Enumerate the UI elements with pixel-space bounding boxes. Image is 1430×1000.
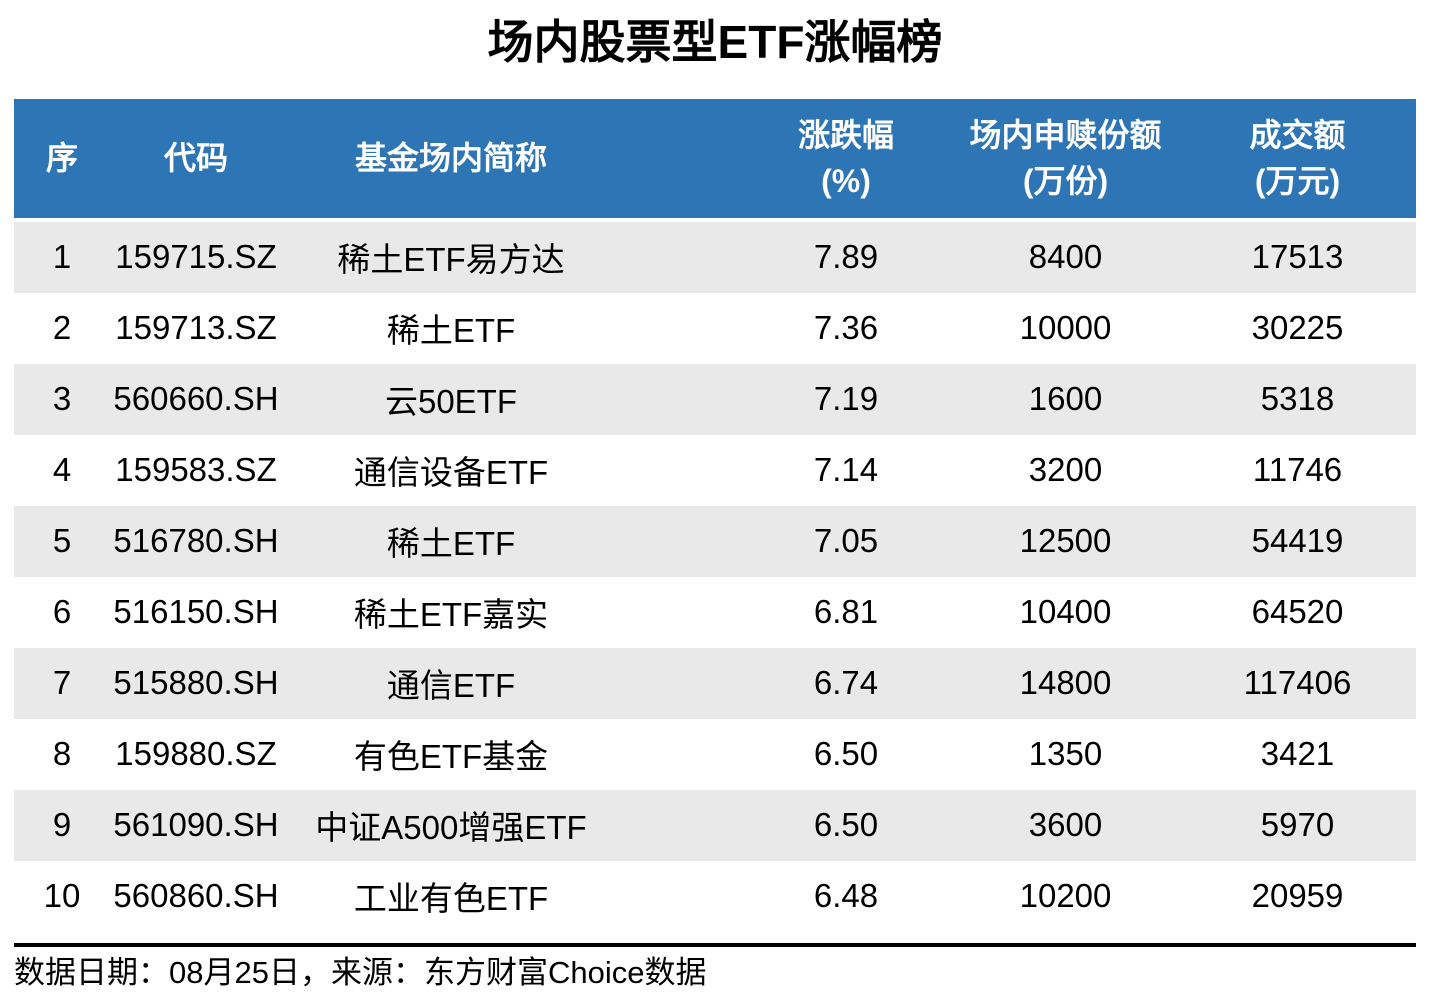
cell-change-pct: 6.50 (813, 735, 879, 773)
cell-fund-name: 通信设备ETF (353, 454, 549, 492)
table-row: 9 561090.SH 中证A500增强ETF 6.50 3600 5970 (14, 789, 1416, 861)
cell-fund-name: 稀土ETF易方达 (337, 241, 565, 279)
cell-fund-name: 云50ETF (384, 383, 518, 421)
header-seq-label: 序 (45, 140, 78, 177)
cell-code: 515880.SH (113, 664, 279, 702)
header-seq: 序 (14, 98, 110, 222)
cell-change-pct: 7.36 (813, 309, 879, 347)
cell-change-pct: 7.14 (813, 451, 879, 489)
cell-shares: 14800 (1019, 664, 1112, 702)
cell-turnover: 54419 (1251, 522, 1344, 560)
cell-seq: 2 (52, 309, 72, 347)
header-shares-unit: (万份) (1022, 163, 1109, 200)
header-turnover: 成交额 (万元) (1179, 98, 1416, 222)
cell-turnover: 117406 (1243, 664, 1352, 702)
cell-turnover: 64520 (1251, 593, 1344, 631)
cell-turnover: 20959 (1251, 877, 1344, 915)
cell-code: 560660.SH (113, 380, 279, 418)
table-row: 1 159715.SZ 稀土ETF易方达 7.89 8400 17513 (14, 219, 1416, 293)
cell-turnover: 11746 (1252, 451, 1343, 489)
cell-shares: 1350 (1028, 735, 1103, 773)
header-shares: 场内申赎份额 (万份) (952, 98, 1179, 222)
cell-code: 159715.SZ (115, 238, 277, 276)
footer: 数据日期：08月25日，来源：东方财富Choice数据 (14, 942, 1416, 991)
cell-seq: 8 (52, 735, 72, 773)
cell-fund-name: 稀土ETF (386, 525, 516, 563)
cell-fund-name: 中证A500增强ETF (315, 809, 587, 847)
table-row: 6 516150.SH 稀土ETF嘉实 6.81 10400 64520 (14, 576, 1416, 648)
cell-turnover: 3421 (1260, 735, 1335, 773)
cell-code: 159880.SZ (115, 735, 277, 773)
cell-turnover: 30225 (1251, 309, 1344, 347)
cell-change-pct: 6.81 (813, 593, 879, 631)
cell-change-pct: 7.89 (813, 238, 879, 276)
cell-change-pct: 7.05 (813, 522, 879, 560)
cell-fund-name: 稀土ETF嘉实 (353, 596, 549, 634)
cell-code: 561090.SH (113, 806, 279, 844)
cell-seq: 4 (52, 451, 72, 489)
table-body: 1 159715.SZ 稀土ETF易方达 7.89 8400 17513 2 159713.S… (14, 219, 1416, 932)
cell-shares: 3200 (1028, 451, 1103, 489)
header-fund-name-label: 基金场内简称 (354, 140, 547, 177)
cell-turnover: 17513 (1251, 238, 1344, 276)
header-change-pct-label: 涨跌幅 (797, 117, 894, 153)
data-source-note: 数据日期：08月25日，来源：东方财富Choice数据 (14, 954, 707, 990)
cell-fund-name: 工业有色ETF (353, 880, 549, 918)
cell-fund-name: 通信ETF (386, 667, 516, 705)
cell-shares: 8400 (1028, 238, 1103, 276)
cell-code: 516150.SH (113, 593, 279, 631)
cell-seq: 6 (52, 593, 72, 631)
cell-shares: 10400 (1019, 593, 1112, 631)
header-fund-name: 基金场内简称 (302, 98, 740, 222)
header-turnover-label: 成交额 (1249, 117, 1346, 153)
header-shares-label: 场内申赎份额 (969, 117, 1162, 153)
header-code: 代码 (110, 98, 302, 222)
cell-change-pct: 7.19 (813, 380, 879, 418)
table-row: 2 159713.SZ 稀土ETF 7.36 10000 30225 (14, 292, 1416, 364)
header-change-pct: 涨跌幅 (%) (740, 98, 952, 222)
cell-seq: 5 (52, 522, 72, 560)
cell-change-pct: 6.50 (813, 806, 879, 844)
cell-seq: 3 (52, 380, 72, 418)
cell-shares: 12500 (1019, 522, 1112, 560)
cell-code: 159583.SZ (115, 451, 277, 489)
header-turnover-unit: (万元) (1254, 163, 1341, 200)
cell-fund-name: 稀土ETF (386, 312, 516, 350)
etf-gainers-table: 序 代码 基金场内简称 涨跌幅 (%) 场内申赎份额 (万份) (14, 98, 1416, 932)
table-row: 3 560660.SH 云50ETF 7.19 1600 5318 (14, 363, 1416, 435)
cell-code: 159713.SZ (115, 309, 277, 347)
table-row: 8 159880.SZ 有色ETF基金 6.50 1350 3421 (14, 718, 1416, 790)
table-row: 7 515880.SH 通信ETF 6.74 14800 117406 (14, 647, 1416, 719)
table-row: 10 560860.SH 工业有色ETF 6.48 10200 20959 (14, 860, 1416, 932)
cell-fund-name: 有色ETF基金 (353, 738, 549, 776)
cell-code: 560860.SH (113, 877, 279, 915)
header-change-pct-unit: (%) (821, 163, 871, 200)
cell-change-pct: 6.74 (813, 664, 879, 702)
table-header: 序 代码 基金场内简称 涨跌幅 (%) 场内申赎份额 (万份) (14, 98, 1416, 222)
cell-change-pct: 6.48 (813, 877, 879, 915)
page-title: 场内股票型ETF涨幅榜 (487, 16, 943, 68)
cell-turnover: 5318 (1260, 380, 1335, 418)
table-row: 4 159583.SZ 通信设备ETF 7.14 3200 11746 (14, 434, 1416, 506)
cell-turnover: 5970 (1260, 806, 1335, 844)
cell-shares: 3600 (1028, 806, 1103, 844)
cell-seq: 1 (52, 238, 72, 276)
cell-seq: 9 (52, 806, 72, 844)
cell-shares: 1600 (1028, 380, 1103, 418)
cell-shares: 10200 (1019, 877, 1112, 915)
header-row: 序 代码 基金场内简称 涨跌幅 (%) 场内申赎份额 (万份) (14, 98, 1416, 222)
cell-code: 516780.SH (113, 522, 279, 560)
cell-seq: 10 (43, 877, 81, 915)
header-code-label: 代码 (163, 140, 228, 177)
table-row: 5 516780.SH 稀土ETF 7.05 12500 54419 (14, 505, 1416, 577)
cell-seq: 7 (52, 664, 72, 702)
cell-shares: 10000 (1019, 309, 1112, 347)
